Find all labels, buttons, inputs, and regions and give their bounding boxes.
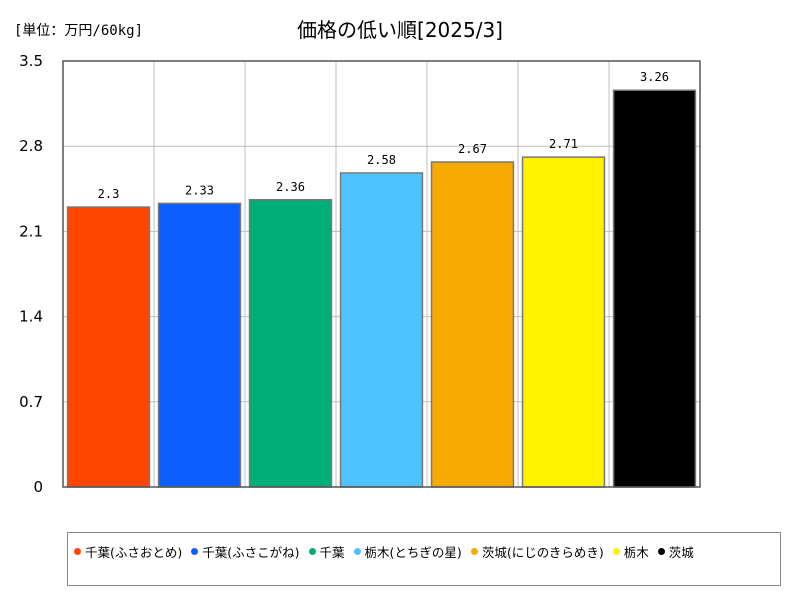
- bar: [430, 161, 515, 488]
- bar: [248, 199, 333, 488]
- legend-item: 茨城(にじのきらめき): [470, 541, 604, 561]
- bar-value-label: 2.33: [185, 183, 214, 197]
- bar-value-label: 3.26: [640, 70, 669, 84]
- legend-label: 千葉(ふさこがね): [202, 544, 300, 560]
- legend: 千葉(ふさおとめ) 千葉(ふさこがね) 千葉 栃木(とちぎの星) 茨城(にじのきらめき)…: [67, 532, 781, 586]
- bar: [612, 89, 697, 488]
- legend-dot-icon: [657, 547, 665, 555]
- y-tick-label: 2.1: [19, 222, 43, 240]
- legend-label: 千葉: [319, 544, 345, 560]
- y-tick-label: 0: [33, 478, 43, 496]
- legend-item: 茨城: [657, 541, 694, 561]
- legend-dot-icon: [74, 547, 81, 555]
- legend-item: 千葉: [308, 541, 345, 561]
- y-tick-label: 3.5: [19, 52, 43, 70]
- legend-label: 千葉(ふさおとめ): [85, 544, 183, 560]
- bar: [66, 206, 151, 488]
- bar-value-label: 2.58: [367, 153, 396, 167]
- legend-dot-icon: [612, 547, 620, 555]
- bar-value-label: 2.36: [276, 180, 305, 194]
- bar-value-label: 2.71: [549, 137, 578, 151]
- legend-item: 栃木: [612, 541, 649, 561]
- legend-dot-icon: [353, 547, 361, 555]
- y-tick-label: 2.8: [19, 137, 43, 155]
- y-tick-label: 1.4: [19, 308, 43, 326]
- legend-dot-icon: [308, 547, 316, 555]
- legend-dot-icon: [191, 547, 199, 555]
- bar: [521, 156, 606, 488]
- plot-frame: [62, 60, 701, 488]
- legend-item: 千葉(ふさこがね): [191, 541, 300, 561]
- bar: [339, 172, 424, 488]
- unit-label: [単位：万円/60kg]: [14, 23, 144, 39]
- legend-label: 栃木: [623, 544, 649, 560]
- legend-item: 栃木(とちぎの星): [353, 541, 462, 561]
- legend-item: 千葉(ふさおとめ): [74, 541, 182, 561]
- legend-label: 茨城: [668, 544, 694, 560]
- legend-label: 茨城(にじのきらめき): [481, 544, 604, 560]
- legend-dot-icon: [470, 547, 478, 555]
- bar-value-label: 2.3: [98, 187, 120, 201]
- bar-value-label: 2.67: [458, 142, 487, 156]
- y-tick-label: 0.7: [19, 393, 43, 411]
- legend-label: 栃木(とちぎの星): [364, 544, 462, 560]
- chart-title: 価格の低い順[2025/3]: [297, 18, 503, 42]
- bar: [157, 202, 242, 488]
